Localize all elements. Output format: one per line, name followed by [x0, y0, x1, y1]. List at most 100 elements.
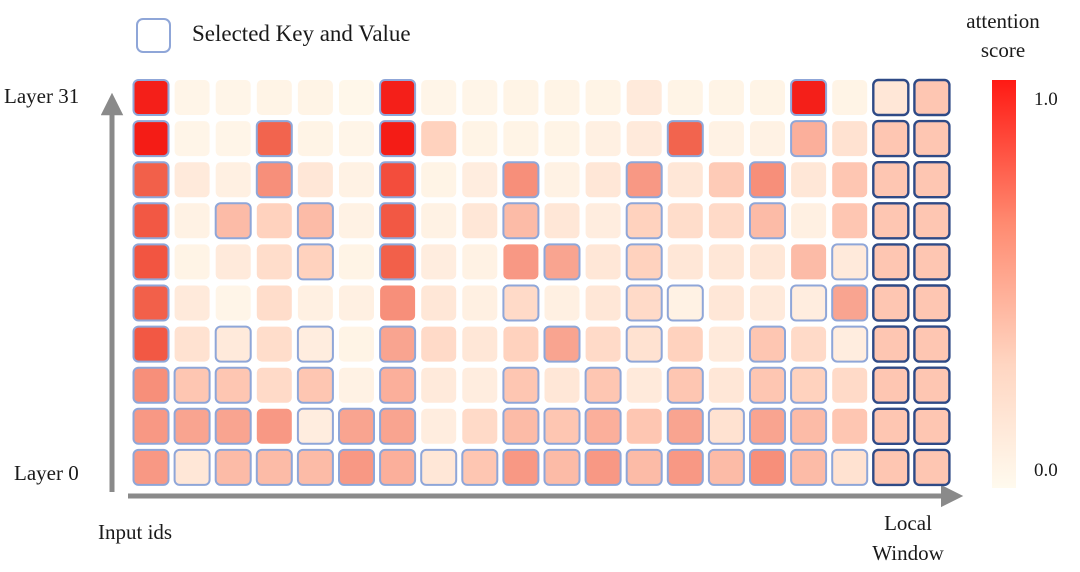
heatmap-cell — [339, 121, 374, 157]
heatmap-cell — [421, 203, 457, 239]
heatmap-cell — [421, 285, 457, 321]
heatmap-cell — [339, 367, 374, 403]
heatmap-cell — [296, 243, 334, 281]
heatmap-cell — [503, 80, 539, 115]
heatmap-cell — [913, 407, 951, 445]
heatmap-cell — [462, 244, 498, 280]
heatmap-cell — [256, 244, 292, 280]
heatmap-cell — [296, 325, 334, 363]
heatmap-cell — [913, 366, 951, 404]
heatmap-cell — [502, 161, 540, 199]
heatmap-cell — [421, 244, 457, 280]
heatmap-cell — [379, 79, 417, 116]
heatmap-cell — [215, 121, 251, 157]
heatmap-cell — [791, 162, 827, 198]
legend-swatch — [136, 18, 171, 53]
heatmap-cell — [421, 162, 457, 198]
heatmap-cell — [790, 366, 828, 404]
heatmap-cell — [256, 80, 292, 115]
heatmap-cell — [832, 121, 868, 157]
heatmap-cell — [339, 326, 374, 362]
heatmap-cell — [462, 326, 498, 362]
heatmap-cell — [502, 407, 540, 445]
heatmap-cell — [379, 202, 417, 240]
heatmap-cell — [749, 407, 786, 445]
heatmap-cell — [750, 244, 785, 280]
heatmap-cell — [585, 80, 621, 115]
heatmap-cell — [831, 284, 869, 322]
heatmap-cell — [462, 408, 498, 444]
heatmap-cell — [215, 285, 251, 321]
heatmap-cell — [132, 202, 170, 240]
heatmap-cell — [872, 407, 910, 445]
heatmap-cell — [132, 120, 170, 158]
heatmap-cell — [339, 162, 374, 198]
heatmap-cell — [256, 203, 292, 239]
heatmap-cell — [790, 407, 828, 445]
heatmap-cell — [503, 244, 539, 280]
heatmap-cell — [831, 243, 869, 281]
heatmap-cell — [173, 366, 211, 404]
heatmap-cell — [626, 121, 662, 157]
heatmap-cell — [421, 121, 457, 157]
heatmap-cell — [790, 448, 828, 486]
heatmap-cell — [913, 325, 951, 363]
heatmap-cell — [174, 244, 210, 280]
heatmap-cell — [339, 244, 374, 280]
heatmap-cell — [872, 160, 910, 199]
heatmap-cell — [626, 80, 662, 115]
heatmap-cell — [132, 325, 170, 363]
heatmap-cell — [297, 162, 333, 198]
heatmap-cell — [132, 366, 170, 404]
heatmap-cell — [543, 407, 581, 445]
heatmap-cell — [626, 367, 662, 403]
legend-label: Selected Key and Value — [192, 21, 411, 46]
heatmap-cell — [831, 448, 869, 486]
heatmap-cell — [790, 79, 828, 116]
heatmap-cell — [502, 202, 540, 240]
heatmap-cell — [174, 121, 210, 157]
heatmap-cell — [667, 80, 703, 115]
heatmap-cell — [420, 448, 458, 486]
heatmap-cell — [626, 408, 662, 444]
heatmap-cell — [585, 244, 621, 280]
heatmap-cell — [749, 366, 786, 404]
heatmap-cell — [338, 407, 375, 445]
heatmap-cell — [462, 285, 498, 321]
heatmap-cell — [379, 407, 417, 445]
heatmap-cell — [872, 243, 910, 281]
heatmap-cell — [503, 121, 539, 157]
heatmap-cell — [174, 162, 210, 198]
heatmap-cell — [872, 366, 910, 404]
heatmap-cell — [297, 285, 333, 321]
heatmap-cell — [666, 284, 704, 322]
heatmap-cell — [790, 120, 828, 158]
heatmap-cell — [214, 202, 252, 240]
heatmap-cells — [132, 78, 951, 487]
heatmap-cell — [338, 448, 375, 486]
heatmap-cell — [173, 448, 211, 486]
heatmap-cell — [708, 162, 744, 198]
heatmap-cell — [707, 448, 745, 486]
heatmap-cell — [543, 325, 581, 363]
heatmap-cell — [339, 285, 374, 321]
heatmap-cell — [132, 284, 170, 322]
heatmap-cell — [625, 243, 663, 281]
x-axis-label: Input ids — [98, 520, 172, 544]
heatmap-cell — [913, 160, 951, 199]
heatmap-cell — [913, 119, 951, 158]
heatmap-cell — [421, 367, 457, 403]
heatmap-cell — [543, 243, 581, 281]
heatmap-cell — [872, 448, 910, 487]
local-window-label-line-2: Window — [872, 541, 944, 565]
heatmap-cell — [749, 448, 786, 486]
heatmap-cell — [174, 203, 210, 239]
heatmap-cell — [913, 448, 951, 487]
heatmap-cell — [913, 243, 951, 281]
heatmap-cell — [584, 448, 622, 486]
heatmap-cell — [585, 121, 621, 157]
heatmap-cell — [339, 80, 374, 115]
heatmap-cell — [708, 367, 744, 403]
heatmap-cell — [462, 367, 498, 403]
heatmap-cell — [708, 203, 744, 239]
